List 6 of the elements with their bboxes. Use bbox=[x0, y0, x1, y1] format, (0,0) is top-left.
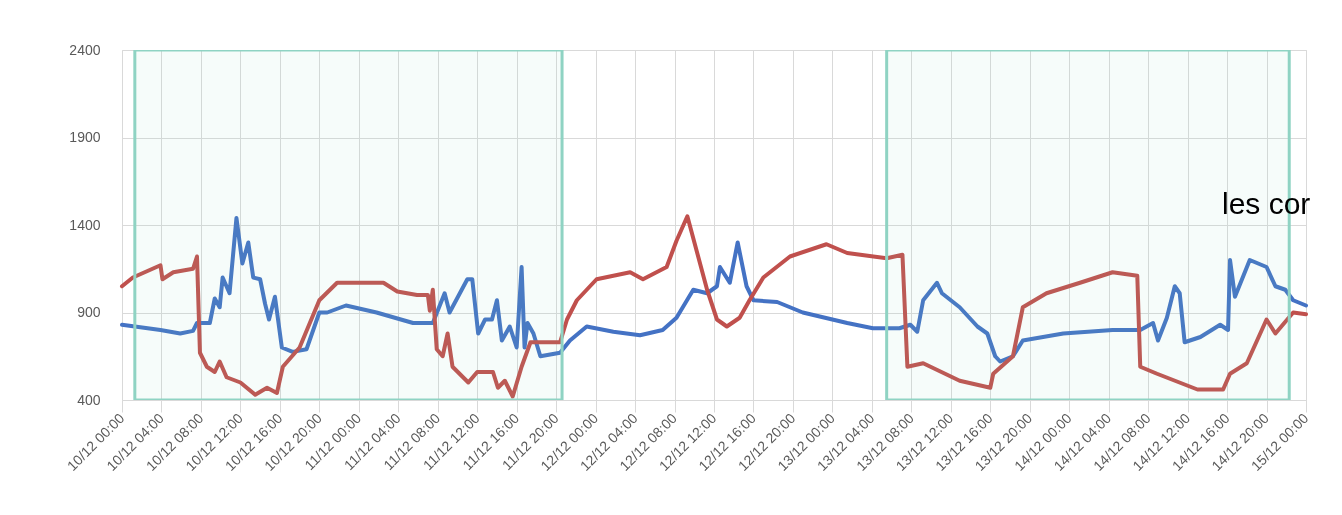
y-tick-label: 2400 bbox=[69, 41, 101, 58]
y-tick-label: 400 bbox=[77, 391, 101, 408]
annotation: les cor bbox=[1222, 187, 1311, 220]
y-tick-label: 1900 bbox=[69, 129, 101, 145]
y-tick-label: 900 bbox=[77, 304, 101, 320]
y-tick-label: 1400 bbox=[69, 216, 101, 233]
